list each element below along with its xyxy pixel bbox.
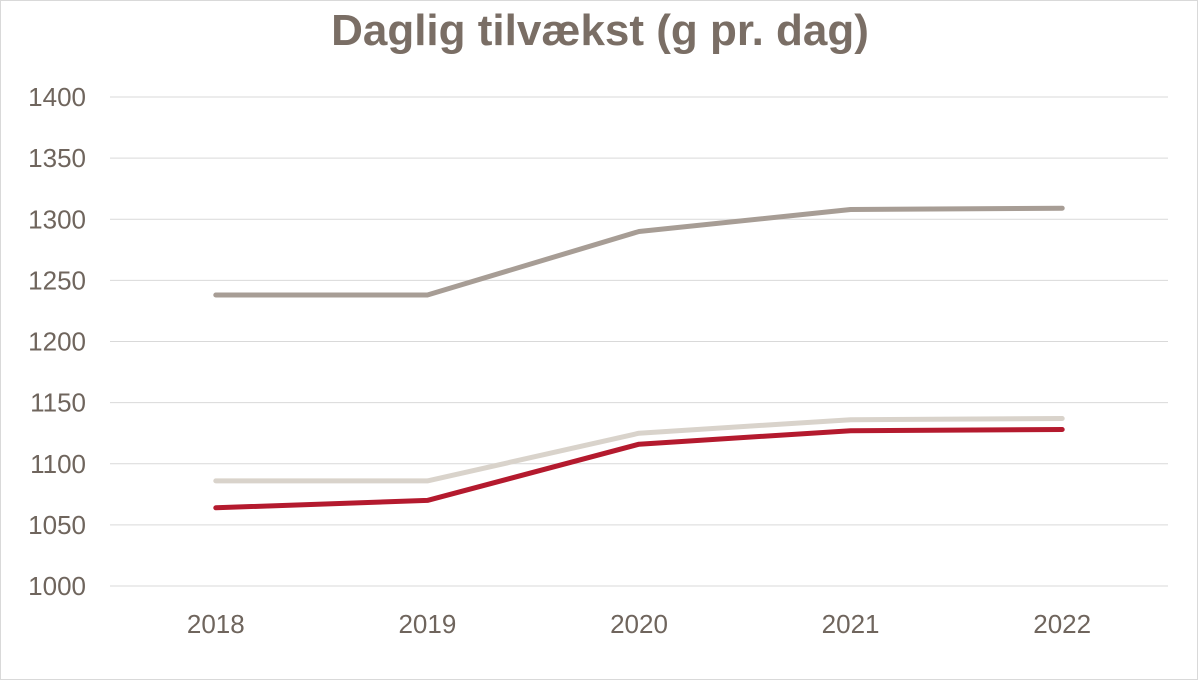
y-tick-label: 1100 <box>30 449 86 479</box>
x-tick-label: 2019 <box>398 609 456 639</box>
x-tick-label: 2018 <box>187 609 245 639</box>
y-axis-tick-labels: 1000 1050 1100 1150 1200 1250 1300 1350 1400 <box>28 82 86 601</box>
x-axis-tick-labels: 2018 2019 2020 2021 2022 <box>187 609 1091 639</box>
series-line-2 <box>213 416 1065 484</box>
x-tick-label: 2020 <box>610 609 668 639</box>
y-tick-label: 1250 <box>28 265 86 295</box>
series-lines <box>213 205 1065 511</box>
y-tick-label: 1200 <box>28 327 86 357</box>
y-tick-label: 1300 <box>28 204 86 234</box>
y-tick-label: 1400 <box>28 82 86 112</box>
y-tick-label: 1050 <box>28 510 86 540</box>
y-tick-label: 1150 <box>30 388 86 418</box>
y-tick-label: 1350 <box>28 143 86 173</box>
gridlines <box>110 96 1168 587</box>
x-tick-label: 2021 <box>822 609 880 639</box>
x-tick-label: 2022 <box>1033 609 1091 639</box>
series-line-1 <box>213 205 1065 298</box>
series-line-3 <box>213 427 1065 511</box>
chart-title: Daglig tilvækst (g pr. dag) <box>331 6 869 55</box>
y-tick-label: 1000 <box>28 571 86 601</box>
